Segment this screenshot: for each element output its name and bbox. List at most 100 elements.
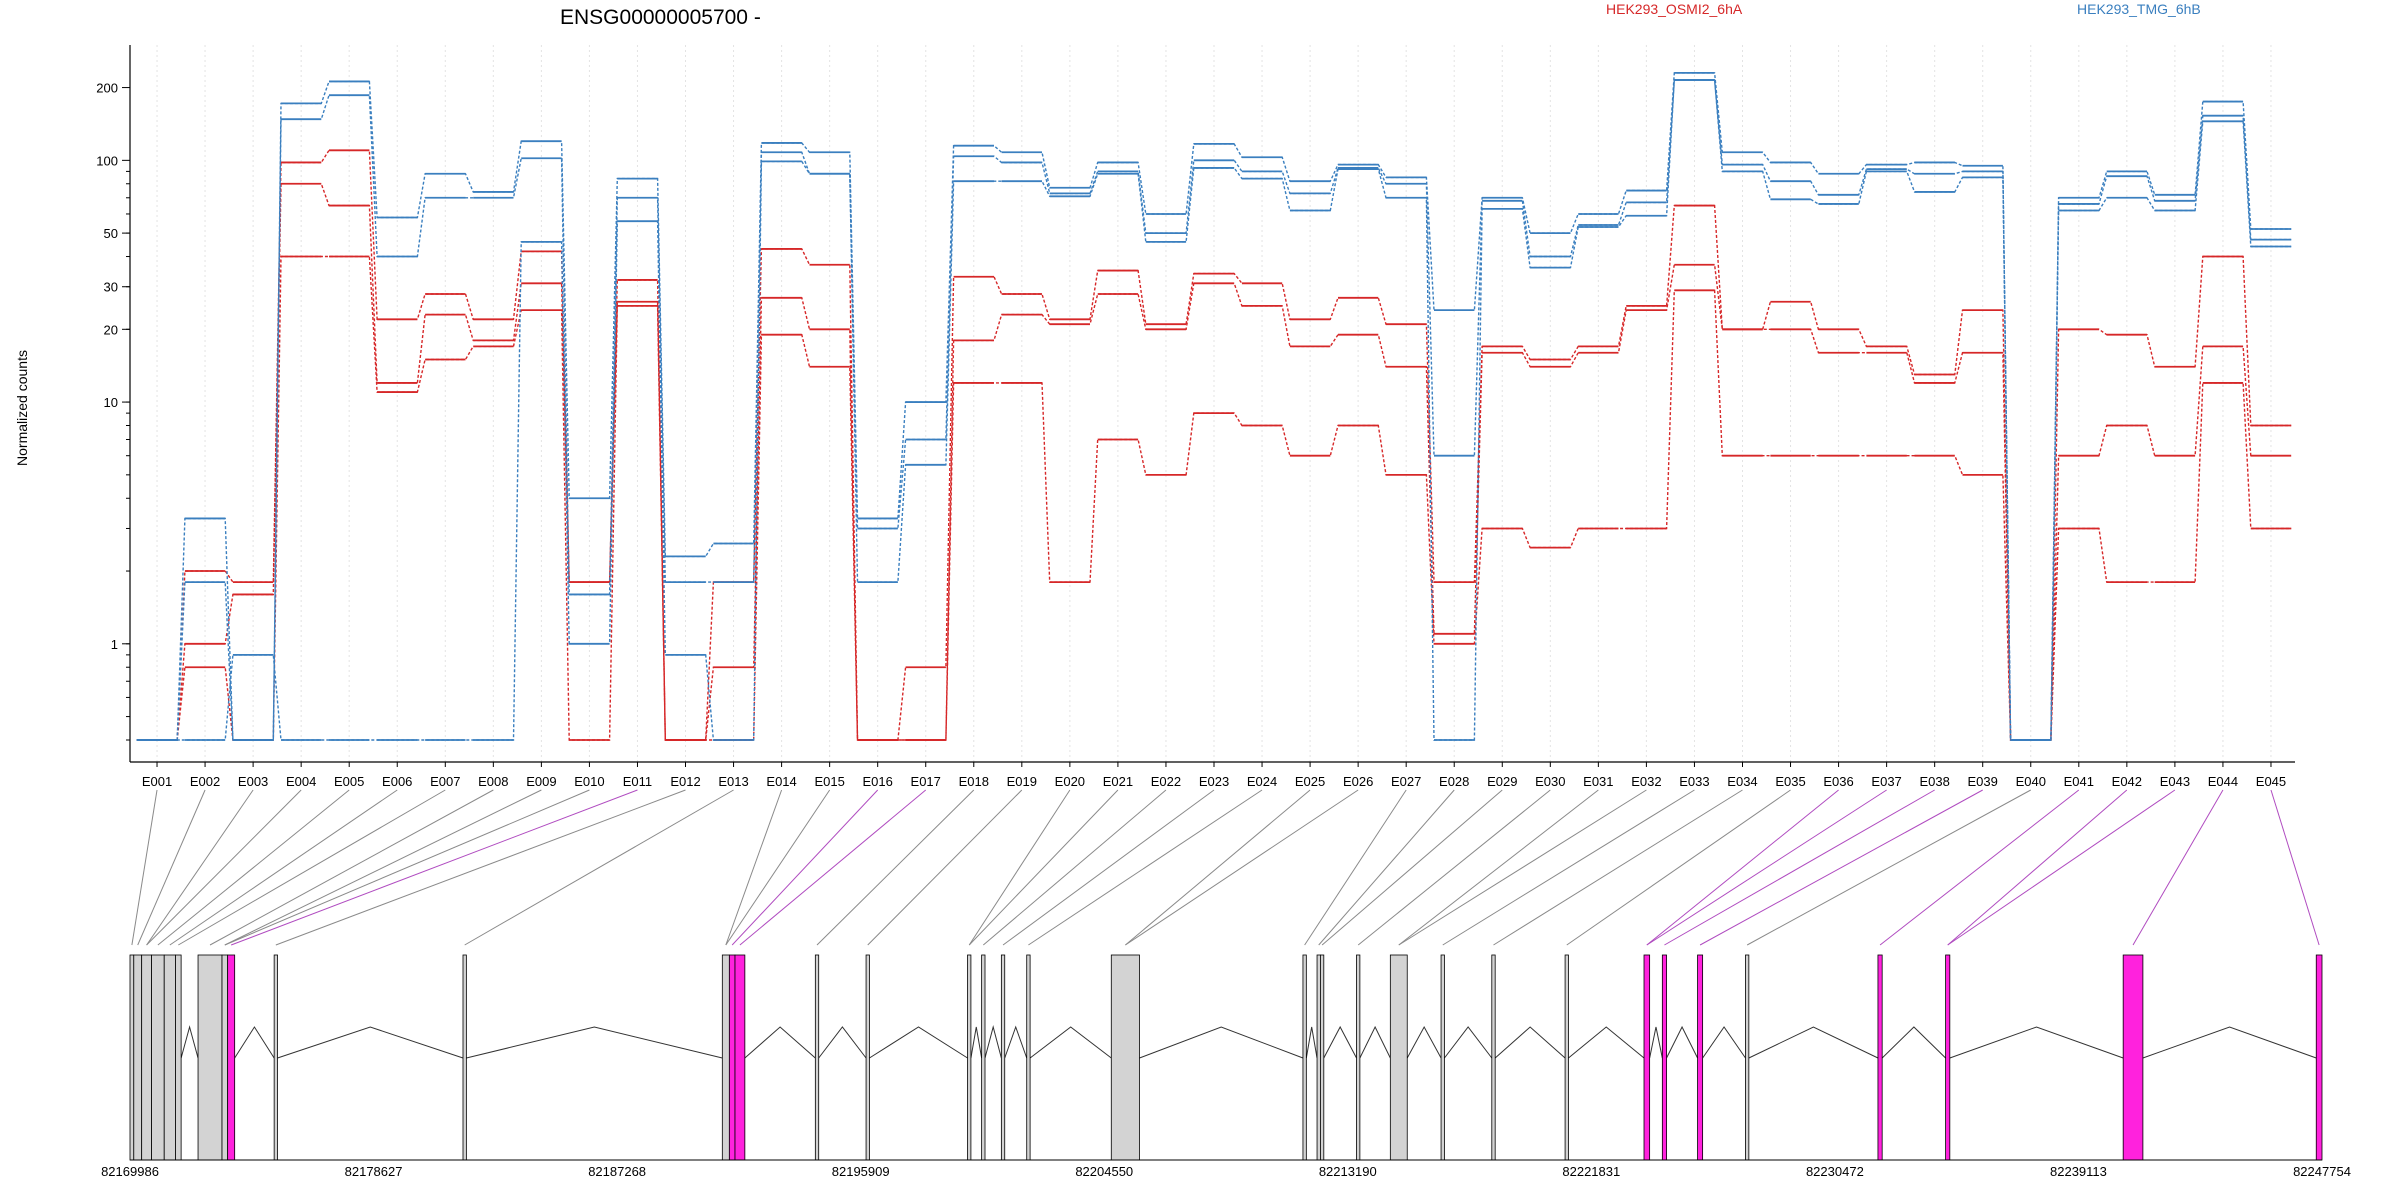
x-tick-label: E012 bbox=[670, 774, 700, 789]
y-tick-label: 10 bbox=[104, 395, 118, 410]
x-tick-label: E017 bbox=[911, 774, 941, 789]
x-tick-label: E013 bbox=[718, 774, 748, 789]
exon-connector bbox=[1493, 789, 1743, 946]
intron bbox=[1748, 1026, 1879, 1059]
x-tick-label: E019 bbox=[1007, 774, 1037, 789]
exon-connector bbox=[1699, 789, 1983, 946]
exon-connector bbox=[137, 789, 206, 946]
x-tick-label: E018 bbox=[959, 774, 989, 789]
intron bbox=[1305, 1026, 1318, 1059]
exon bbox=[1356, 954, 1361, 1161]
exon-connector bbox=[230, 789, 638, 946]
intron bbox=[744, 1026, 816, 1059]
exon bbox=[151, 954, 165, 1161]
exon bbox=[273, 954, 278, 1161]
exon bbox=[967, 954, 972, 1161]
exon-connector bbox=[968, 789, 1071, 946]
exon-connector bbox=[1398, 789, 1599, 946]
exon-connector bbox=[131, 789, 158, 946]
intron bbox=[1881, 1026, 1946, 1059]
y-tick-label: 50 bbox=[104, 226, 118, 241]
exon-connector bbox=[1947, 789, 2128, 946]
exon-connector bbox=[1746, 789, 2031, 946]
x-tick-label: E044 bbox=[2208, 774, 2238, 789]
x-tick-label: E022 bbox=[1151, 774, 1181, 789]
x-tick-label: E043 bbox=[2160, 774, 2190, 789]
x-tick-label: E031 bbox=[1583, 774, 1613, 789]
exon bbox=[197, 954, 223, 1161]
exon bbox=[1316, 954, 1321, 1161]
exon-significant bbox=[1945, 954, 1951, 1161]
exon-significant bbox=[728, 954, 736, 1161]
intron bbox=[466, 1026, 723, 1059]
exon-labels: E001 E002 E003 E004 E005 E006 E007 E008 E009 E010… bbox=[142, 762, 2286, 789]
coordinate-label: 82204550 bbox=[1075, 1164, 1133, 1179]
exon-connector bbox=[178, 789, 446, 946]
exon-connector bbox=[209, 789, 494, 946]
x-tick-label: E030 bbox=[1535, 774, 1565, 789]
intron bbox=[1139, 1026, 1304, 1059]
x-tick-label: E009 bbox=[526, 774, 556, 789]
coordinate-label: 82169986 bbox=[101, 1164, 159, 1179]
exon bbox=[1491, 954, 1496, 1161]
x-tick-label: E001 bbox=[142, 774, 172, 789]
x-tick-label: E006 bbox=[382, 774, 412, 789]
coordinate-label: 82247754 bbox=[2293, 1164, 2351, 1179]
exon-connector bbox=[725, 789, 783, 946]
exon bbox=[721, 954, 730, 1161]
exon-connector bbox=[224, 789, 590, 946]
exon bbox=[175, 954, 182, 1161]
exon-connector bbox=[1398, 789, 1647, 946]
x-tick-label: E029 bbox=[1487, 774, 1517, 789]
y-tick-label: 200 bbox=[96, 81, 118, 96]
exon bbox=[1440, 954, 1445, 1161]
x-tick-label: E037 bbox=[1871, 774, 1901, 789]
exon bbox=[1564, 954, 1569, 1161]
exon bbox=[1000, 954, 1006, 1161]
exon-connector bbox=[1318, 789, 1455, 946]
y-tick-label: 1 bbox=[111, 637, 118, 652]
exon-connector bbox=[275, 789, 686, 946]
exon-connector bbox=[1664, 789, 1935, 946]
genomic-coordinates: 82169986 82178627 82187268 82195909 82204550… bbox=[101, 1159, 2351, 1179]
exon-significant bbox=[1877, 954, 1883, 1161]
exon bbox=[163, 954, 176, 1161]
exon-connector bbox=[1646, 789, 1887, 946]
exon-connector bbox=[1304, 789, 1407, 946]
x-tick-label: E002 bbox=[190, 774, 220, 789]
gene-model bbox=[129, 954, 2323, 1161]
exon-connector bbox=[1566, 789, 1791, 946]
exon-connector bbox=[1125, 789, 1359, 946]
exon-connector bbox=[816, 789, 975, 946]
intron bbox=[180, 1025, 199, 1059]
exon-connectors bbox=[131, 789, 2320, 946]
intron bbox=[818, 1026, 867, 1059]
x-tick-label: E026 bbox=[1343, 774, 1373, 789]
intron bbox=[277, 1026, 464, 1059]
y-tick-label: 20 bbox=[104, 322, 118, 337]
x-tick-label: E005 bbox=[334, 774, 364, 789]
y-axis-label: Normalized counts bbox=[14, 350, 30, 466]
exon-connector bbox=[1947, 789, 2176, 946]
exon-connector bbox=[982, 789, 1167, 946]
legend-entry-tmg: HEK293_TMG_6hB bbox=[2077, 1, 2201, 17]
exon-significant bbox=[1643, 954, 1651, 1161]
x-tick-label: E045 bbox=[2256, 774, 2286, 789]
x-tick-label: E042 bbox=[2112, 774, 2142, 789]
x-tick-label: E010 bbox=[574, 774, 604, 789]
x-tick-label: E016 bbox=[863, 774, 893, 789]
intron bbox=[1494, 1026, 1566, 1059]
exon-connector bbox=[731, 789, 879, 946]
intron bbox=[1444, 1026, 1493, 1059]
exon bbox=[221, 954, 229, 1161]
exon-significant bbox=[227, 954, 236, 1161]
intron bbox=[970, 1026, 983, 1059]
x-tick-label: E015 bbox=[814, 774, 844, 789]
x-tick-label: E007 bbox=[430, 774, 460, 789]
exon bbox=[865, 954, 870, 1161]
coordinate-label: 82221831 bbox=[1562, 1164, 1620, 1179]
exon-connector bbox=[2270, 789, 2320, 946]
x-tick-label: E034 bbox=[1727, 774, 1757, 789]
exon-significant bbox=[734, 954, 746, 1161]
